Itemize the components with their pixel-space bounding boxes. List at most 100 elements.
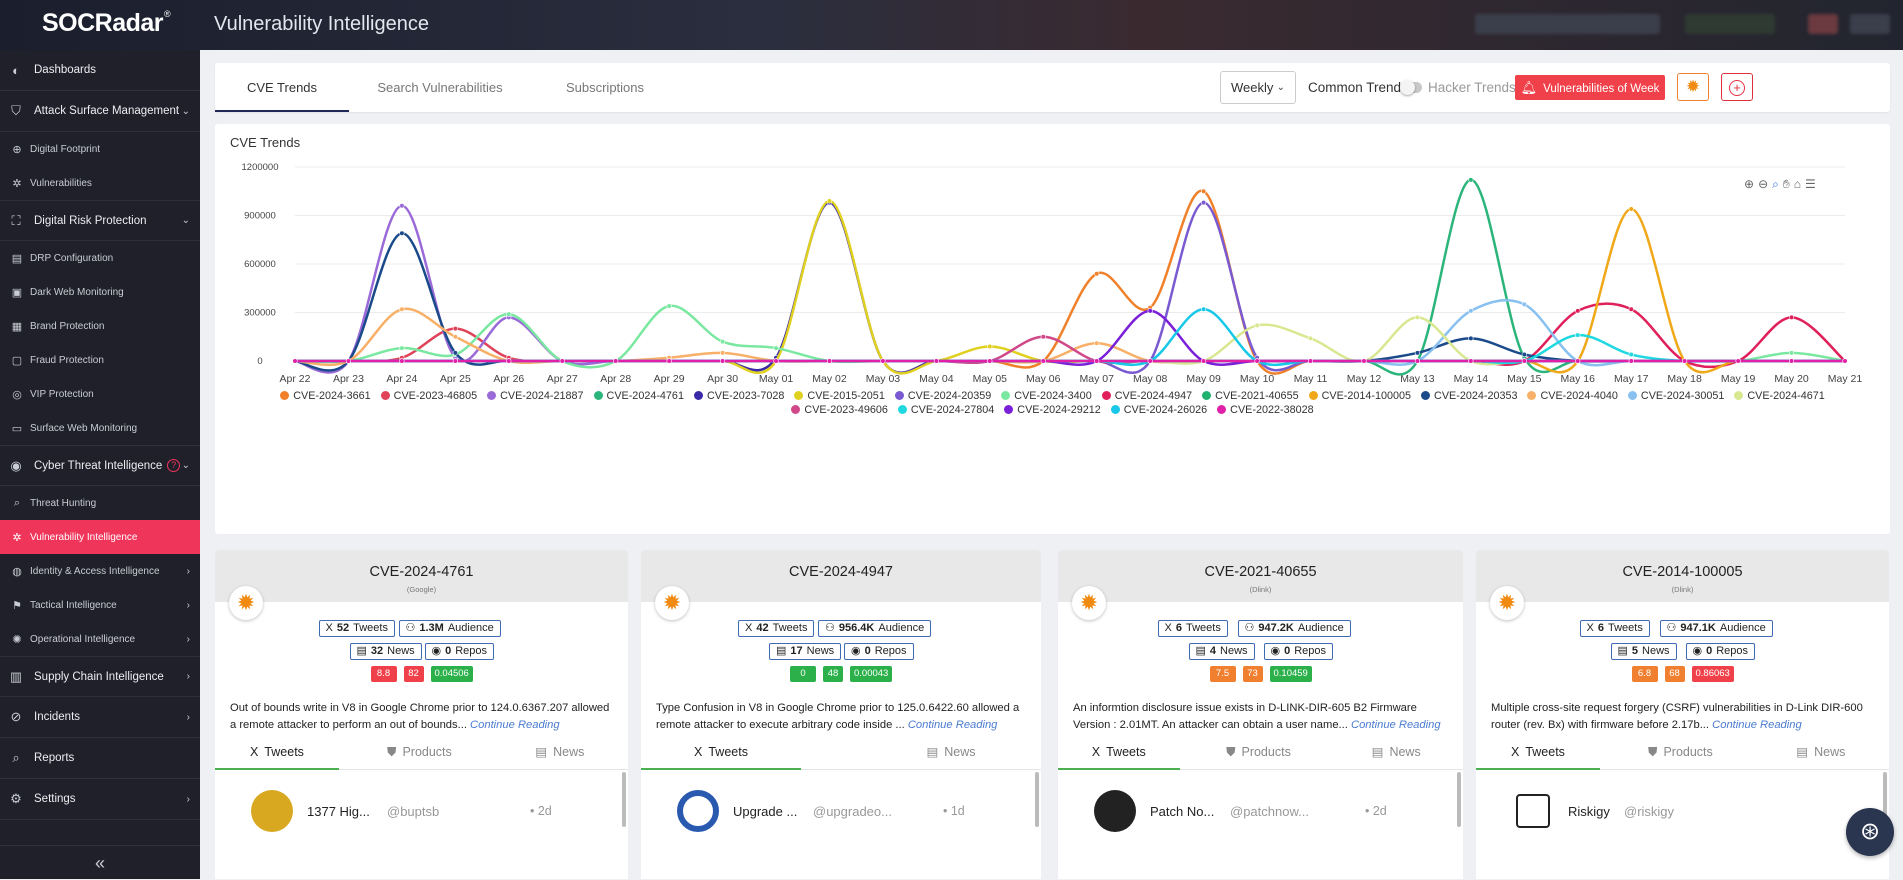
sidebar-item-incidents[interactable]: ⊘ Incidents › [0, 697, 200, 738]
feed-item[interactable]: Riskigy @riskigy [1476, 772, 1889, 879]
sidebar-item-settings[interactable]: ⚙ Settings › [0, 779, 200, 820]
legend-item[interactable]: CVE-2024-4671 [1734, 390, 1825, 402]
sidebar-item-operational[interactable]: ✺ Operational Intelligence › [0, 622, 200, 656]
sidebar-item-brand-protection[interactable]: ▦ Brand Protection [0, 309, 200, 343]
card-tab-products[interactable]: ⛊ Products [1226, 745, 1291, 759]
cve-id[interactable]: CVE-2024-4947 [789, 564, 893, 580]
legend-item[interactable]: CVE-2024-27804 [897, 404, 994, 416]
legend-item[interactable]: CVE-2024-3400 [1001, 390, 1092, 402]
sidebar-item-identity-access[interactable]: ◍ Identity & Access Intelligence › [0, 554, 200, 588]
trends-toggle[interactable] [1400, 80, 1422, 95]
continue-reading-link[interactable]: Continue Reading [1712, 719, 1802, 731]
legend-item[interactable]: CVE-2024-4947 [1101, 390, 1192, 402]
sidebar-item-cyber-threat[interactable]: ◉ Cyber Threat Intelligence? ⌄ [0, 445, 200, 486]
legend-item[interactable]: CVE-2023-49606 [791, 404, 888, 416]
home-icon[interactable]: ⌂ [1793, 177, 1805, 191]
user-account-blurred[interactable] [1475, 14, 1660, 34]
magnifier-icon[interactable]: ⌕ [1772, 177, 1783, 191]
data-point [399, 345, 405, 351]
legend-item[interactable]: CVE-2024-20359 [894, 390, 991, 402]
sidebar-item-threat-hunting[interactable]: ⌕ Threat Hunting [0, 486, 200, 520]
scrollbar[interactable] [1457, 772, 1461, 827]
card-tab-tweets[interactable]: X Tweets [641, 735, 801, 770]
card-tab-news[interactable]: ▤ News [535, 745, 585, 759]
socradar-logo[interactable]: SOCRadar® [42, 9, 171, 37]
avatar-blurred[interactable] [1808, 14, 1838, 34]
feed-item[interactable]: 1377 Hig... @buptsb • 2d [215, 772, 628, 879]
zoom-in-icon[interactable]: ⊕ [1744, 177, 1759, 191]
collapse-sidebar-icon[interactable]: « [0, 845, 200, 879]
tab-subscriptions[interactable]: Subscriptions [565, 80, 645, 95]
status-blurred[interactable] [1685, 14, 1775, 34]
menu-icon[interactable]: ☰ [1804, 177, 1820, 191]
card-tab-tweets[interactable]: X Tweets [1476, 735, 1600, 770]
sidebar-item-reports[interactable]: ⌕ Reports [0, 738, 200, 779]
legend-item[interactable]: CVE-2024-3661 [280, 390, 371, 402]
bug-filter-button[interactable]: ✹ [1677, 73, 1709, 101]
sidebar-item-vip-protection[interactable]: ◎ VIP Protection [0, 377, 200, 411]
sidebar-item-drp-config[interactable]: ▤ DRP Configuration [0, 241, 200, 275]
data-point [666, 358, 672, 364]
continue-reading-link[interactable]: Continue Reading [470, 719, 560, 731]
legend-item[interactable]: CVE-2024-4040 [1527, 390, 1618, 402]
sidebar-item-attack-surface[interactable]: ⛉ Attack Surface Management ⌄ [0, 91, 200, 132]
lifebuoy-icon[interactable]: ⊛ [1846, 808, 1894, 856]
card-tab-news[interactable]: ▤ News [926, 745, 976, 759]
feed-item[interactable]: Patch No... @patchnow... • 2d [1058, 772, 1463, 879]
card-tab-news[interactable]: ▤ News [1796, 745, 1846, 759]
scrollbar[interactable] [1883, 772, 1887, 827]
legend-item[interactable]: CVE-2015-2051 [794, 390, 885, 402]
zoom-out-icon[interactable]: ⊖ [1758, 177, 1773, 191]
vulnerabilities-of-week-button[interactable]: 🔔︎ Vulnerabilities of Week [1515, 75, 1665, 100]
legend-item[interactable]: CVE-2024-4761 [593, 390, 684, 402]
legend-item[interactable]: CVE-2022-38028 [1217, 404, 1314, 416]
add-button[interactable]: + [1721, 73, 1753, 101]
legend-item[interactable]: CVE-2023-7028 [693, 390, 784, 402]
sidebar-item-dark-web[interactable]: ▣ Dark Web Monitoring [0, 275, 200, 309]
sidebar-item-fraud-protection[interactable]: ▢ Fraud Protection [0, 343, 200, 377]
tweets-icon: X [249, 745, 259, 759]
card-tab-products[interactable]: ⛊ Products [387, 745, 452, 759]
sidebar-item-digital-footprint[interactable]: ⊕ Digital Footprint [0, 132, 200, 166]
tab-search-vulnerabilities[interactable]: Search Vulnerabilities [377, 80, 503, 95]
cve-id[interactable]: CVE-2024-4761 [369, 564, 474, 580]
legend-item[interactable]: CVE-2024-30051 [1627, 390, 1724, 402]
news-icon: ▤ [776, 645, 787, 657]
sidebar-item-digital-risk[interactable]: ⛶ Digital Risk Protection ⌄ [0, 200, 200, 241]
scrollbar[interactable] [622, 772, 626, 827]
cve-id[interactable]: CVE-2021-40655 [1204, 564, 1317, 580]
feed-name: 1377 Hig... [307, 804, 370, 819]
card-tab-news[interactable]: ▤ News [1371, 745, 1421, 759]
card-tab-products[interactable]: ⛊ Products [1648, 745, 1713, 759]
legend-item[interactable]: CVE-2021-40655 [1202, 390, 1299, 402]
sidebar-item-vulnerability-intelligence[interactable]: ✲ Vulnerability Intelligence [0, 520, 200, 554]
legend-item[interactable]: CVE-2023-46805 [380, 390, 477, 402]
data-point [1201, 199, 1207, 206]
legend-item[interactable]: CVE-2024-21887 [487, 390, 584, 402]
sidebar-item-supply-chain[interactable]: ▥ Supply Chain Intelligence › [0, 656, 200, 697]
legend-item[interactable]: CVE-2024-29212 [1004, 404, 1101, 416]
period-select[interactable]: Weekly ⌄ [1220, 71, 1296, 104]
help-icon[interactable]: ? [167, 459, 181, 472]
feed-item[interactable]: Upgrade ... @upgradeo... • 1d [641, 772, 1041, 879]
scrollbar[interactable] [1035, 772, 1039, 827]
data-point [345, 358, 352, 364]
pan-icon[interactable]: ✋︎ [1782, 177, 1794, 191]
continue-reading-link[interactable]: Continue Reading [1350, 719, 1441, 731]
tab-cve-trends[interactable]: CVE Trends [215, 63, 349, 112]
chevron-right-icon: › [186, 793, 190, 805]
sidebar-item-surface-web[interactable]: ▭ Surface Web Monitoring [0, 411, 200, 445]
legend-item[interactable]: CVE-2024-26026 [1110, 404, 1207, 416]
sidebar-item-tactical[interactable]: ⚑ Tactical Intelligence › [0, 588, 200, 622]
sidebar-item-vulnerabilities[interactable]: ✲ Vulnerabilities [0, 166, 200, 200]
settings-icon: ⚙ [10, 791, 22, 806]
card-tab-tweets[interactable]: X Tweets [215, 735, 339, 770]
menu-blurred[interactable] [1850, 14, 1890, 34]
chart-legend-row-2: CVE-2023-49606 CVE-2024-27804 CVE-2024-292… [215, 404, 1890, 416]
sidebar-item-dashboards[interactable]: ◐ Dashboards [0, 50, 200, 91]
continue-reading-link[interactable]: Continue Reading [907, 719, 998, 731]
card-tab-tweets[interactable]: X Tweets [1058, 735, 1180, 770]
legend-item[interactable]: CVE-2014-100005 [1308, 390, 1411, 402]
cve-id[interactable]: CVE-2014-100005 [1622, 564, 1743, 580]
legend-item[interactable]: CVE-2024-20353 [1421, 390, 1517, 402]
